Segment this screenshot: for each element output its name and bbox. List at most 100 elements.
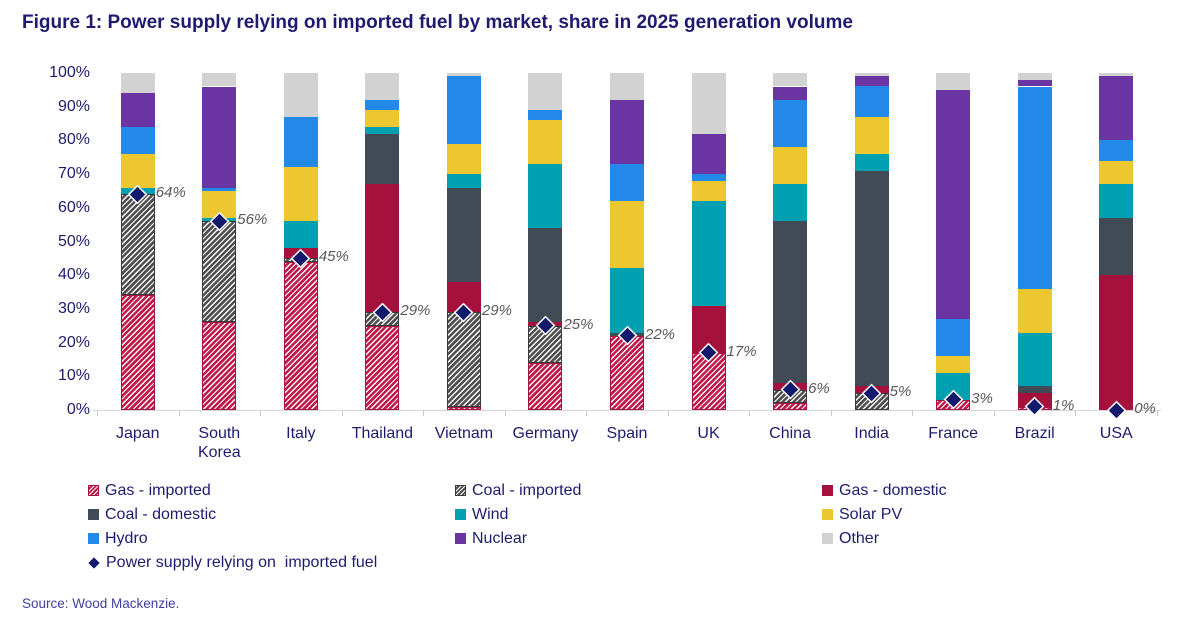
segment-vietnam-solar-pv (446, 143, 481, 175)
bar-spain (609, 73, 644, 410)
category-label-germany: Germany (512, 425, 579, 442)
segment-france-other (936, 73, 971, 90)
bar-column-germany (505, 73, 587, 410)
segment-uk-hydro (691, 174, 726, 181)
segment-spain-wind (609, 268, 644, 333)
legend-item-imported-fuel-marker: Power supply relying on imported fuel (88, 553, 1178, 572)
legend-item-coal-imported: Coal - imported (455, 481, 822, 500)
imported-share-value-france: 3% (971, 389, 993, 407)
segment-china-nuclear (773, 86, 808, 100)
segment-usa-coal-domestic (1099, 217, 1134, 276)
imported-share-value-south-korea: 56% (237, 211, 268, 229)
imported-share-value-thailand: 29% (400, 302, 431, 320)
bar-japan (120, 73, 155, 410)
segment-thailand-coal-domestic (365, 133, 400, 185)
legend-label-other: Other (839, 529, 880, 547)
segment-usa-other (1099, 73, 1134, 77)
x-axis-tick (97, 411, 98, 416)
bar-column-spain (586, 73, 668, 410)
segment-india-nuclear (854, 76, 889, 87)
legend-label-gas-imported: Gas - imported (105, 481, 211, 499)
bar-germany (528, 73, 563, 410)
x-axis-tick (504, 411, 506, 416)
y-tick-label-20: 20% (57, 333, 90, 351)
segment-germany-solar-pv (528, 120, 563, 164)
imported-share-value-china: 6% (808, 379, 830, 397)
x-axis-line (93, 410, 1161, 411)
segment-japan-other (120, 73, 155, 94)
segment-usa-hydro (1099, 140, 1134, 161)
segment-india-solar-pv (854, 116, 889, 154)
imported-share-value-usa: 0% (1134, 400, 1156, 417)
y-axis: 100% 90% 80% 70% 60% 50% 40% 30% 20% 10% 0% (18, 64, 90, 418)
legend-label-gas-domestic: Gas - domestic (839, 481, 947, 499)
segment-spain-other (609, 73, 644, 100)
bar-column-italy (260, 73, 342, 410)
x-axis-tick (1157, 411, 1158, 416)
legend-swatch-gas-imported (88, 485, 99, 496)
legend-item-gas-imported: Gas - imported (88, 481, 455, 500)
bar-column-brazil (994, 73, 1076, 410)
segment-germany-coal-domestic (528, 228, 563, 323)
segment-usa-gas-domestic (1099, 275, 1134, 410)
category-label-brazil: Brazil (1014, 425, 1055, 442)
segment-uk-other (691, 73, 726, 134)
segment-thailand-hydro (365, 99, 400, 111)
segment-vietnam-hydro (446, 76, 481, 144)
segment-south-korea-hydro (202, 187, 237, 191)
segment-uk-nuclear (691, 133, 726, 175)
imported-share-value-italy: 45% (318, 248, 349, 266)
category-label-china: China (769, 425, 811, 442)
segment-thailand-other (365, 73, 400, 100)
category-label-thailand: Thailand (351, 425, 414, 442)
segment-brazil-other (1017, 73, 1052, 80)
segment-china-gas-imported (773, 403, 808, 410)
segment-germany-wind (528, 164, 563, 229)
bar-column-south-korea (179, 73, 261, 410)
category-label-south-korea: South Korea (197, 425, 241, 461)
segment-brazil-nuclear (1017, 79, 1052, 87)
segment-south-korea-solar-pv (202, 190, 237, 218)
imported-share-value-brazil: 1% (1052, 396, 1075, 414)
segment-usa-nuclear (1099, 76, 1134, 141)
legend-label-imported-fuel-marker: Power supply relying on imported fuel (106, 553, 378, 571)
segment-india-coal-domestic (854, 170, 889, 387)
imported-share-value-spain: 22% (645, 325, 676, 343)
segment-spain-gas-imported (609, 335, 644, 410)
category-label-india: India (854, 425, 889, 442)
x-axis-tick (178, 411, 180, 416)
y-tick-label-80: 80% (57, 131, 90, 149)
bar-column-usa (1075, 73, 1157, 410)
bar-column-japan (97, 73, 179, 410)
imported-share-value-india: 5% (889, 383, 912, 401)
legend-diamond-icon (88, 556, 100, 569)
segment-india-hydro (854, 86, 889, 117)
imported-share-value-japan: 64% (155, 184, 186, 202)
category-label-france: France (928, 425, 979, 442)
category-label-japan: Japan (115, 425, 160, 442)
legend-swatch-hydro (88, 533, 99, 544)
y-tick-label-90: 90% (57, 97, 90, 115)
segment-italy-other (283, 73, 318, 117)
segment-italy-wind (283, 221, 318, 249)
source-note: Source: Wood Mackenzie. (22, 596, 180, 611)
y-tick-label-10: 10% (57, 367, 90, 385)
bar-italy (283, 73, 318, 410)
legend-swatch-coal-domestic (88, 509, 99, 520)
segment-india-wind (854, 153, 889, 171)
y-tick-label-70: 70% (57, 165, 90, 183)
segment-france-solar-pv (936, 356, 971, 373)
segment-vietnam-coal-imported (446, 312, 481, 407)
category-label-usa: USA (1099, 425, 1133, 442)
bar-south-korea (202, 73, 237, 410)
legend-label-wind: Wind (472, 505, 509, 523)
segment-spain-nuclear (609, 99, 644, 164)
plot-area: 64% Japan 56% South Korea 45% Italy 29% Thailan… (93, 73, 1161, 461)
segment-usa-wind (1099, 184, 1134, 218)
segment-germany-other (528, 73, 563, 111)
y-tick-label-60: 60% (57, 198, 90, 216)
segment-south-korea-coal-imported (202, 221, 237, 323)
segment-uk-wind (691, 201, 726, 306)
segment-china-solar-pv (773, 147, 808, 185)
